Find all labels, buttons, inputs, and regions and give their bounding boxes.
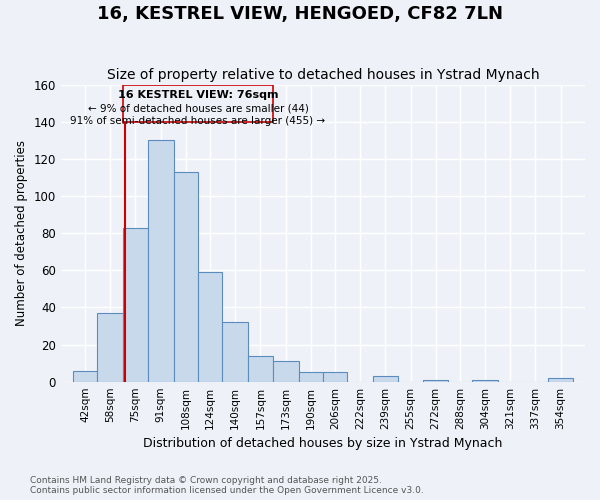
Bar [173, 172, 198, 382]
Text: ← 9% of detached houses are smaller (44): ← 9% of detached houses are smaller (44) [88, 103, 308, 113]
Bar [148, 140, 173, 382]
Bar [248, 356, 272, 382]
Bar [373, 376, 398, 382]
Bar [424, 380, 448, 382]
Bar [223, 322, 248, 382]
Text: 16, KESTREL VIEW, HENGOED, CF82 7LN: 16, KESTREL VIEW, HENGOED, CF82 7LN [97, 5, 503, 23]
Text: 16 KESTREL VIEW: 76sqm: 16 KESTREL VIEW: 76sqm [118, 90, 278, 100]
Bar [548, 378, 573, 382]
Bar [198, 272, 223, 382]
X-axis label: Distribution of detached houses by size in Ystrad Mynach: Distribution of detached houses by size … [143, 437, 503, 450]
Bar [123, 84, 272, 122]
Text: 91% of semi-detached houses are larger (455) →: 91% of semi-detached houses are larger (… [70, 116, 326, 126]
Bar [123, 228, 148, 382]
Bar [272, 362, 299, 382]
Text: Contains HM Land Registry data © Crown copyright and database right 2025.
Contai: Contains HM Land Registry data © Crown c… [30, 476, 424, 495]
Y-axis label: Number of detached properties: Number of detached properties [15, 140, 28, 326]
Bar [97, 313, 123, 382]
Bar [299, 372, 323, 382]
Bar [472, 380, 498, 382]
Bar [323, 372, 347, 382]
Title: Size of property relative to detached houses in Ystrad Mynach: Size of property relative to detached ho… [107, 68, 539, 82]
Bar [73, 370, 97, 382]
